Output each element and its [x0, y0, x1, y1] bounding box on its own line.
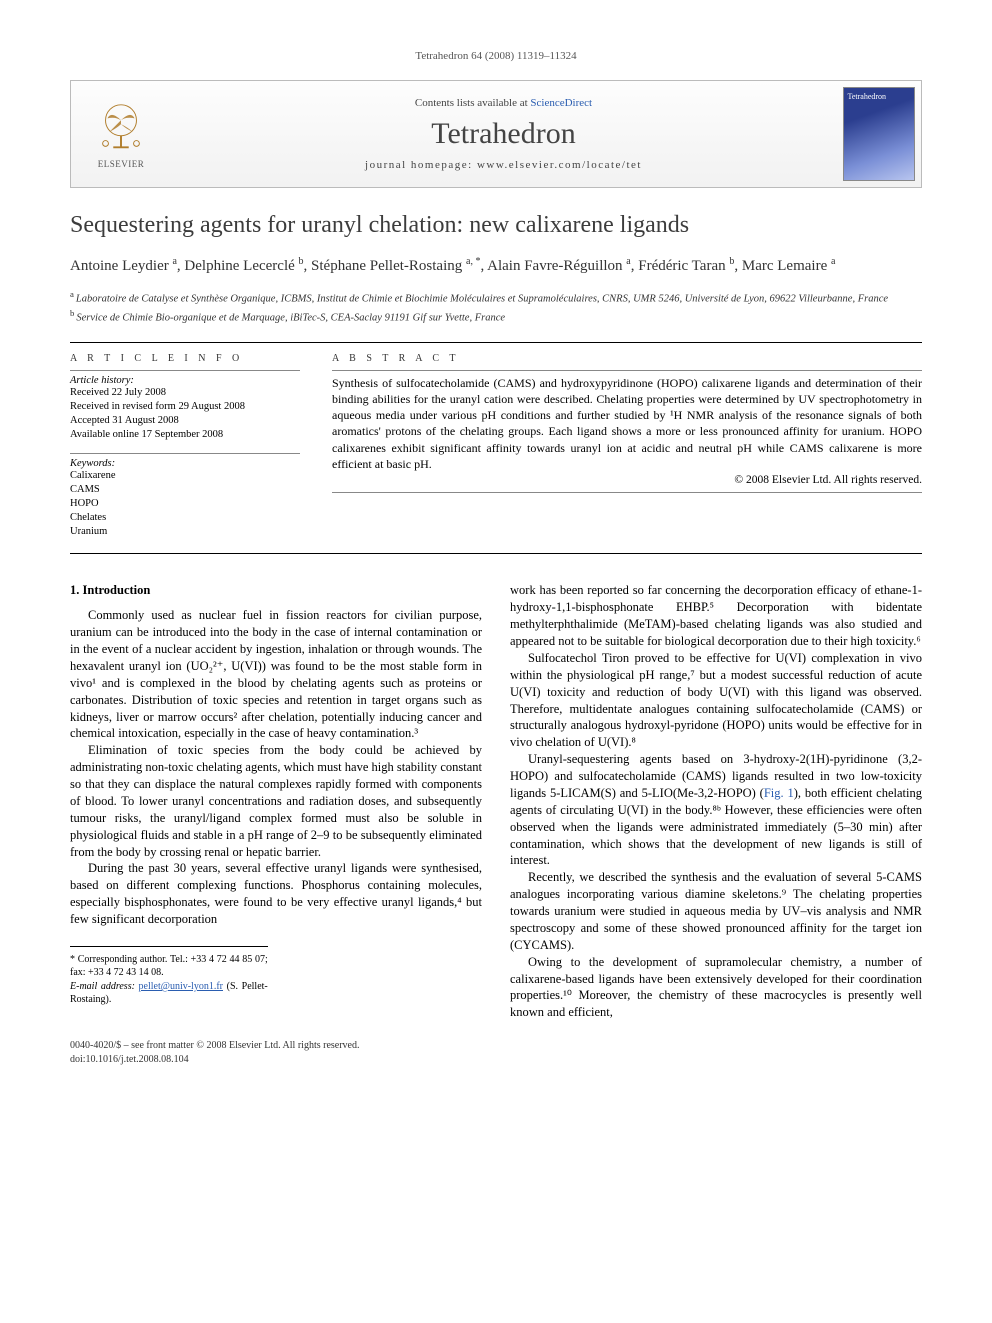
affiliation-a-text: Laboratoire de Catalyse et Synthèse Orga… — [76, 293, 888, 304]
keyword: Uranium — [70, 525, 300, 539]
authors-list: Antoine Leydier a, Delphine Lecerclé b, … — [70, 254, 922, 278]
info-row: A R T I C L E I N F O Article history: R… — [70, 353, 922, 540]
footer-line-1: 0040-4020/$ – see front matter © 2008 El… — [70, 1039, 922, 1053]
footnote-block: * Corresponding author. Tel.: +33 4 72 4… — [70, 946, 268, 1007]
keyword: HOPO — [70, 497, 300, 511]
journal-cover-icon — [843, 87, 915, 181]
abstract-heading: A B S T R A C T — [332, 353, 922, 364]
keyword: CAMS — [70, 483, 300, 497]
publisher-block: ELSEVIER — [71, 81, 171, 187]
affiliation-b-text: Service de Chimie Bio-organique et de Ma… — [76, 312, 505, 323]
masthead: ELSEVIER Contents lists available at Sci… — [70, 80, 922, 188]
history-revised: Received in revised form 29 August 2008 — [70, 400, 300, 414]
journal-name: Tetrahedron — [179, 117, 828, 151]
divider-light — [70, 370, 300, 371]
body-paragraph: Commonly used as nuclear fuel in fission… — [70, 607, 482, 742]
masthead-center: Contents lists available at ScienceDirec… — [171, 81, 836, 187]
homepage-prefix: journal homepage: — [365, 159, 477, 171]
homepage-url[interactable]: www.elsevier.com/locate/tet — [477, 159, 642, 171]
abstract-text: Synthesis of sulfocatecholamide (CAMS) a… — [332, 375, 922, 472]
article-title: Sequestering agents for uranyl chelation… — [70, 210, 922, 240]
divider-light — [70, 453, 300, 454]
body-paragraph: Uranyl-sequestering agents based on 3-hy… — [510, 751, 922, 869]
elsevier-tree-icon — [92, 99, 150, 157]
page-root: Tetrahedron 64 (2008) 11319–11324 ELSEVI… — [0, 0, 992, 1106]
affiliation-b: bService de Chimie Bio-organique et de M… — [70, 307, 922, 326]
history-online: Available online 17 September 2008 — [70, 428, 300, 442]
history-accepted: Accepted 31 August 2008 — [70, 414, 300, 428]
article-info-col: A R T I C L E I N F O Article history: R… — [70, 353, 300, 540]
running-header: Tetrahedron 64 (2008) 11319–11324 — [70, 50, 922, 62]
publisher-name: ELSEVIER — [98, 159, 145, 169]
divider — [70, 553, 922, 554]
section-heading-intro: 1. Introduction — [70, 582, 482, 599]
figure-ref-link[interactable]: Fig. 1 — [764, 786, 794, 800]
body-paragraph: Sulfocatechol Tiron proved to be effecti… — [510, 650, 922, 751]
keyword: Chelates — [70, 511, 300, 525]
body-paragraph: During the past 30 years, several effect… — [70, 860, 482, 928]
abstract-col: A B S T R A C T Synthesis of sulfocatech… — [332, 353, 922, 540]
history-received: Received 22 July 2008 — [70, 386, 300, 400]
page-footer: 0040-4020/$ – see front matter © 2008 El… — [70, 1039, 922, 1066]
email-label: E-mail address: — [70, 981, 139, 992]
article-info-heading: A R T I C L E I N F O — [70, 353, 300, 364]
keywords-label: Keywords: — [70, 458, 300, 469]
contents-prefix: Contents lists available at — [415, 97, 530, 109]
affiliation-a: aLaboratoire de Catalyse et Synthèse Org… — [70, 288, 922, 307]
corresponding-email-line: E-mail address: pellet@univ-lyon1.fr (S.… — [70, 980, 268, 1007]
copyright: © 2008 Elsevier Ltd. All rights reserved… — [332, 474, 922, 486]
divider-light — [332, 492, 922, 493]
corresponding-author-note: * Corresponding author. Tel.: +33 4 72 4… — [70, 953, 268, 980]
journal-homepage: journal homepage: www.elsevier.com/locat… — [179, 159, 828, 171]
divider — [70, 342, 922, 343]
body-columns: 1. Introduction Commonly used as nuclear… — [70, 582, 922, 1021]
cover-thumb-wrap — [836, 81, 921, 187]
body-paragraph: Elimination of toxic species from the bo… — [70, 742, 482, 860]
affiliations: aLaboratoire de Catalyse et Synthèse Org… — [70, 288, 922, 326]
corresponding-email-link[interactable]: pellet@univ-lyon1.fr — [139, 981, 223, 992]
body-paragraph: Owing to the development of supramolecul… — [510, 954, 922, 1022]
sciencedirect-link[interactable]: ScienceDirect — [530, 97, 592, 109]
divider-light — [332, 370, 922, 371]
body-paragraph: Recently, we described the synthesis and… — [510, 869, 922, 953]
contents-line: Contents lists available at ScienceDirec… — [179, 97, 828, 109]
history-label: Article history: — [70, 375, 300, 386]
footer-doi: doi:10.1016/j.tet.2008.08.104 — [70, 1053, 922, 1067]
keyword: Calixarene — [70, 469, 300, 483]
body-paragraph: work has been reported so far concerning… — [510, 582, 922, 650]
